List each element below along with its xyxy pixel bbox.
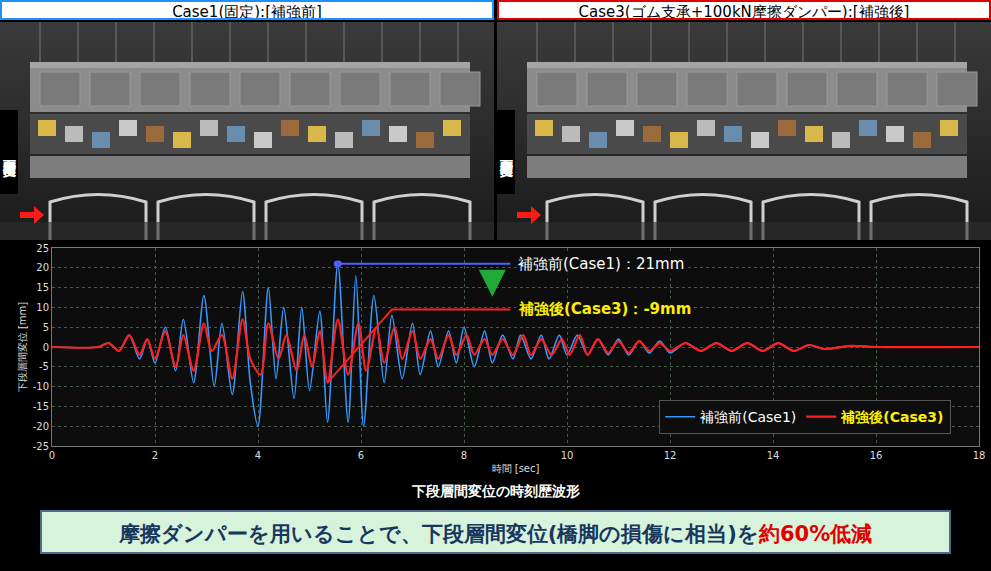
svg-text:補強前(Case1)：21mm: 補強前(Case1)：21mm [518,255,684,273]
svg-text:補強後(Case3): 補強後(Case3) [840,409,943,425]
svg-text:補強前(Case1): 補強前(Case1) [700,409,796,425]
svg-text:4: 4 [255,450,261,461]
svg-text:-25: -25 [33,441,49,452]
html-text:下段層間変位: 下段層間変位 [2,149,17,155]
svg-text:18: 18 [973,450,986,461]
html-text:下段層間変位の時刻歴波形: 下段層間変位の時刻歴波形 [411,483,580,499]
svg-text:5: 5 [43,322,49,333]
html-text:摩擦ダンパーを用いることで、下段層間変位(橋脚の損傷に相当): 摩擦ダンパーを用いることで、下段層間変位(橋脚の損傷に相当)を約60%低減 [118,522,873,546]
svg-text:10: 10 [36,302,49,313]
svg-text:下段層間変位 [mm]: 下段層間変位 [mm] [17,302,28,393]
svg-text:12: 12 [664,450,677,461]
svg-text:20: 20 [36,262,49,273]
svg-text:-20: -20 [33,421,49,432]
svg-text:時間 [sec]: 時間 [sec] [492,463,540,474]
html-text:下段層間変位: 下段層間変位 [499,149,514,155]
svg-text:6: 6 [358,450,364,461]
svg-text:10: 10 [561,450,574,461]
svg-text:2: 2 [152,450,158,461]
html-text:Case1(固定):[補強前]: Case1(固定):[補強前] [172,3,322,21]
svg-text:0: 0 [49,450,55,461]
svg-text:14: 14 [767,450,780,461]
svg-text:16: 16 [870,450,883,461]
svg-text:-10: -10 [33,381,49,392]
svg-text:8: 8 [461,450,467,461]
html-text:Case3(ゴム支承+100kN摩擦ダンパー):[補強後]: Case3(ゴム支承+100kN摩擦ダンパー):[補強後] [578,3,910,21]
svg-text:25: 25 [36,243,49,254]
svg-text:0: 0 [43,342,49,353]
svg-text:15: 15 [36,282,49,293]
svg-text:-5: -5 [39,361,49,372]
svg-text:-15: -15 [33,401,49,412]
svg-text:補強後(Case3)：-9mm: 補強後(Case3)：-9mm [518,300,691,318]
